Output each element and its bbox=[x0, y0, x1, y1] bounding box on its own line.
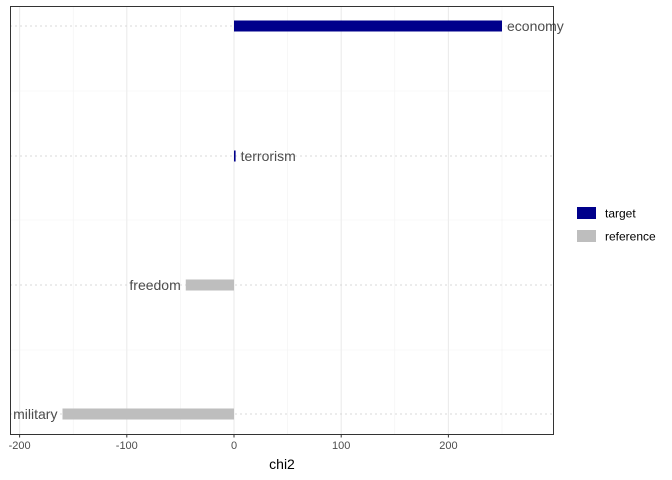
bar-freedom bbox=[185, 279, 234, 291]
bar-label-freedom: freedom bbox=[129, 277, 180, 293]
legend-label-reference: reference bbox=[605, 230, 656, 244]
legend-label-target: target bbox=[605, 207, 636, 221]
plot-panel-border bbox=[10, 6, 554, 435]
bar-label-military: military bbox=[13, 406, 57, 422]
x-tick-label: 200 bbox=[439, 440, 457, 452]
x-tick-label: 0 bbox=[231, 440, 237, 452]
x-tick-label: 100 bbox=[332, 440, 350, 452]
legend-key-target bbox=[577, 207, 596, 219]
bar-terrorism bbox=[234, 150, 236, 162]
bar-label-economy: economy bbox=[507, 18, 564, 34]
bar-military bbox=[62, 408, 235, 420]
x-tick-label: -200 bbox=[9, 440, 31, 452]
legend-key-reference bbox=[577, 230, 596, 242]
x-axis-title: chi2 bbox=[269, 456, 295, 472]
x-axis: -200 -100 0 100 200 bbox=[9, 434, 458, 452]
bars-layer bbox=[62, 20, 502, 420]
bar-economy bbox=[234, 20, 502, 32]
bar-labels-layer: economy terrorism freedom military bbox=[13, 18, 564, 422]
x-tick-label: -100 bbox=[116, 440, 138, 452]
legend: target reference bbox=[577, 207, 656, 244]
bar-label-terrorism: terrorism bbox=[241, 148, 296, 164]
